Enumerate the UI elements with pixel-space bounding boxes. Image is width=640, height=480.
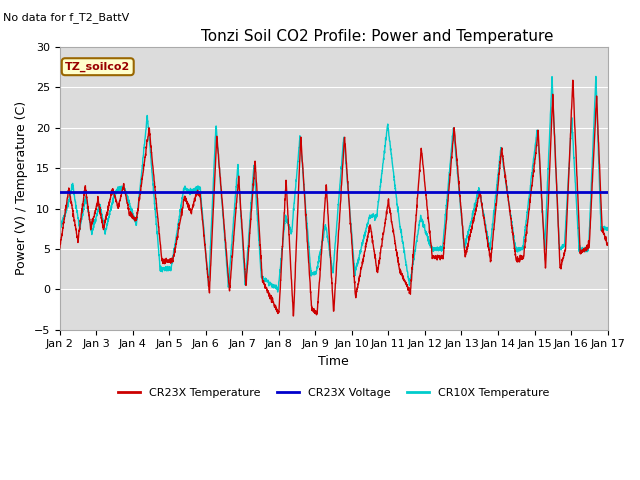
Text: No data for f_T2_BattV: No data for f_T2_BattV — [3, 12, 129, 23]
Text: TZ_soilco2: TZ_soilco2 — [65, 61, 131, 72]
X-axis label: Time: Time — [318, 355, 349, 368]
Y-axis label: Power (V) / Temperature (C): Power (V) / Temperature (C) — [15, 101, 28, 276]
Legend: CR23X Temperature, CR23X Voltage, CR10X Temperature: CR23X Temperature, CR23X Voltage, CR10X … — [113, 384, 554, 402]
Title: Tonzi Soil CO2 Profile: Power and Temperature: Tonzi Soil CO2 Profile: Power and Temper… — [201, 29, 554, 44]
